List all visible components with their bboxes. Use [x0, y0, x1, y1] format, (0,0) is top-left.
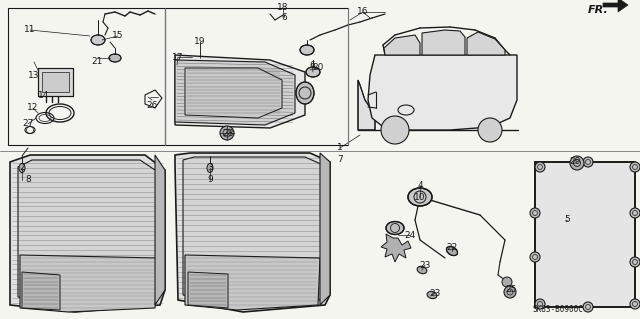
Text: 4: 4	[417, 181, 423, 189]
Circle shape	[630, 299, 640, 309]
Bar	[535, 162, 635, 307]
Text: 22: 22	[446, 242, 458, 251]
Text: 6: 6	[309, 61, 315, 70]
Text: 11: 11	[24, 26, 36, 34]
Polygon shape	[175, 153, 330, 312]
Text: 10: 10	[414, 192, 426, 202]
Polygon shape	[183, 157, 323, 307]
Ellipse shape	[300, 45, 314, 55]
Circle shape	[570, 156, 584, 170]
Text: 23: 23	[419, 261, 431, 270]
Ellipse shape	[417, 266, 427, 274]
Text: 9: 9	[207, 175, 213, 184]
Text: 27: 27	[22, 120, 34, 129]
Polygon shape	[175, 60, 295, 125]
Ellipse shape	[408, 188, 432, 206]
Text: 7: 7	[337, 155, 343, 165]
Polygon shape	[20, 255, 158, 312]
Polygon shape	[384, 35, 420, 55]
Text: 13: 13	[28, 70, 40, 79]
Polygon shape	[155, 155, 165, 305]
Text: 5: 5	[564, 216, 570, 225]
Polygon shape	[10, 155, 165, 312]
Ellipse shape	[447, 246, 458, 256]
Circle shape	[530, 252, 540, 262]
Polygon shape	[603, 0, 628, 12]
Circle shape	[630, 257, 640, 267]
Polygon shape	[185, 68, 282, 118]
Polygon shape	[368, 55, 517, 130]
Text: 6: 6	[281, 13, 287, 23]
Circle shape	[478, 118, 502, 142]
Polygon shape	[422, 30, 465, 55]
Polygon shape	[320, 153, 330, 305]
Ellipse shape	[296, 82, 314, 104]
Polygon shape	[358, 80, 375, 130]
Bar	[165, 8, 348, 145]
Polygon shape	[22, 272, 60, 310]
Ellipse shape	[427, 291, 437, 299]
Text: 17: 17	[172, 53, 184, 62]
Bar	[535, 162, 635, 307]
Text: 14: 14	[38, 92, 50, 100]
Ellipse shape	[109, 54, 121, 62]
Circle shape	[535, 299, 545, 309]
Text: 28: 28	[222, 129, 234, 137]
Text: 18: 18	[277, 4, 289, 12]
Circle shape	[381, 116, 409, 144]
Text: 24: 24	[404, 231, 415, 240]
Circle shape	[535, 162, 545, 172]
Ellipse shape	[19, 164, 25, 173]
Ellipse shape	[91, 35, 105, 45]
Polygon shape	[467, 32, 505, 55]
Text: 12: 12	[28, 103, 38, 113]
FancyBboxPatch shape	[542, 169, 628, 300]
Polygon shape	[381, 234, 411, 262]
Circle shape	[583, 302, 593, 312]
Text: SK83-B0900C: SK83-B0900C	[532, 306, 584, 315]
Text: 25: 25	[506, 286, 516, 294]
Polygon shape	[175, 55, 305, 128]
Circle shape	[583, 157, 593, 167]
Text: 8: 8	[25, 175, 31, 184]
Polygon shape	[18, 160, 158, 304]
Circle shape	[502, 277, 512, 287]
Text: 15: 15	[112, 32, 124, 41]
Text: 2: 2	[19, 164, 25, 173]
Text: 3: 3	[207, 164, 213, 173]
Bar	[42, 72, 69, 92]
Text: 16: 16	[357, 8, 369, 17]
Polygon shape	[185, 255, 320, 310]
Bar	[8, 8, 165, 145]
Text: 20: 20	[312, 63, 324, 72]
Text: 21: 21	[92, 57, 102, 66]
Text: 1: 1	[337, 144, 343, 152]
Text: 23: 23	[429, 288, 441, 298]
Polygon shape	[188, 272, 228, 308]
Text: 29: 29	[570, 158, 580, 167]
Circle shape	[530, 208, 540, 218]
Ellipse shape	[207, 164, 213, 173]
Text: 26: 26	[147, 100, 157, 109]
Bar	[38, 68, 73, 96]
Text: 19: 19	[195, 38, 205, 47]
Ellipse shape	[306, 67, 320, 77]
Text: FR.: FR.	[588, 5, 609, 15]
Circle shape	[630, 208, 640, 218]
Circle shape	[220, 126, 234, 140]
Ellipse shape	[386, 221, 404, 234]
Bar	[38, 68, 73, 96]
Circle shape	[504, 286, 516, 298]
Circle shape	[630, 162, 640, 172]
